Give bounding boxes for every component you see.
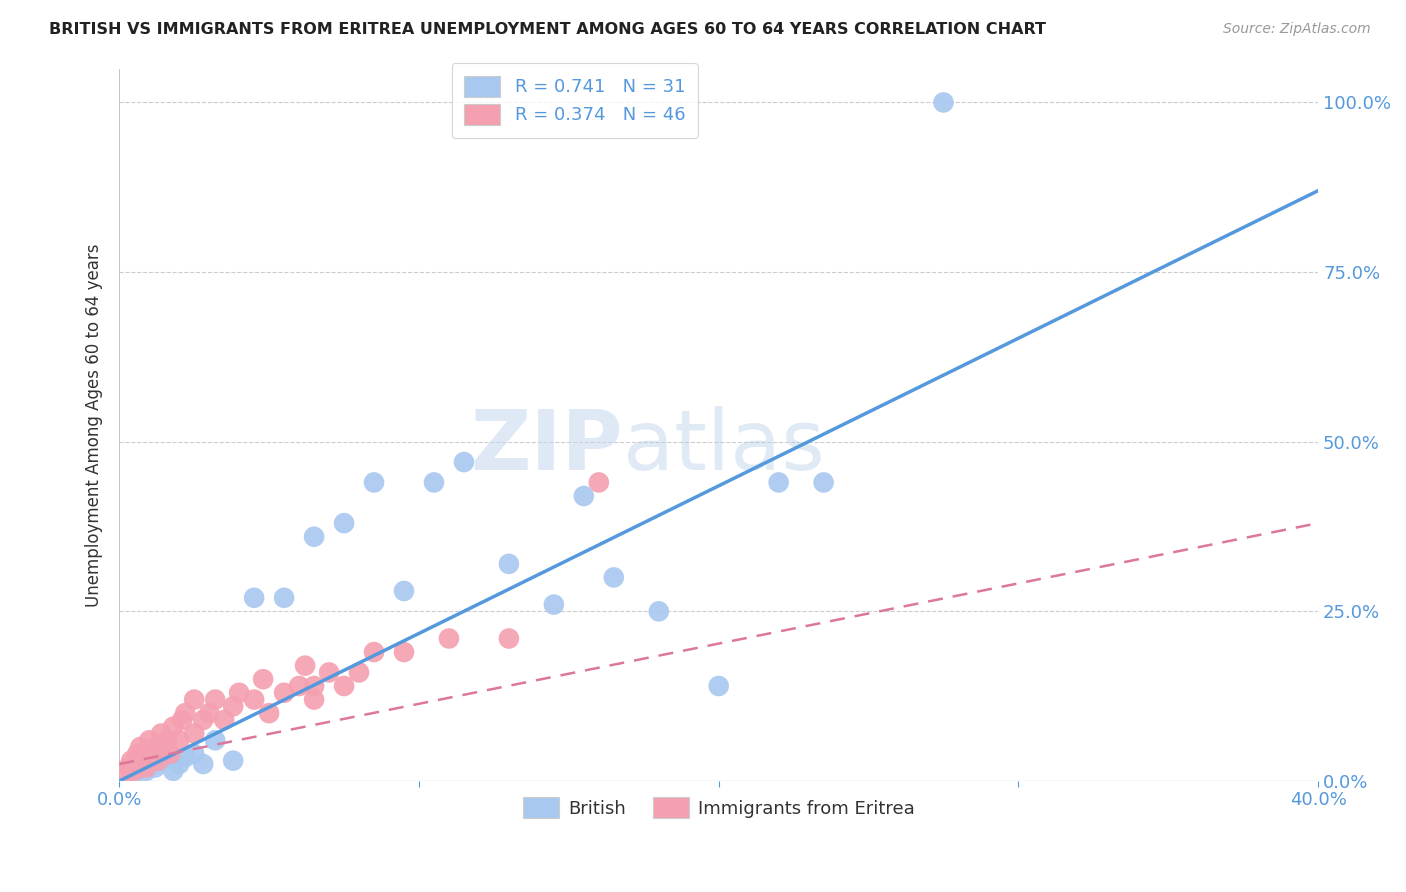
Point — [174, 706, 197, 720]
Point — [122, 764, 145, 778]
Point — [257, 706, 280, 720]
Point — [204, 733, 226, 747]
Point — [294, 658, 316, 673]
Point — [143, 760, 166, 774]
Point — [204, 692, 226, 706]
Point — [156, 733, 179, 747]
Point — [174, 750, 197, 764]
Point — [198, 706, 221, 720]
Point — [143, 740, 166, 755]
Point — [347, 665, 370, 680]
Point — [167, 733, 190, 747]
Point — [135, 760, 157, 774]
Point — [648, 604, 671, 618]
Point — [333, 679, 356, 693]
Point — [243, 591, 266, 605]
Point — [603, 570, 626, 584]
Point — [150, 726, 173, 740]
Point — [302, 530, 325, 544]
Point — [222, 754, 245, 768]
Text: atlas: atlas — [623, 406, 824, 487]
Point — [252, 672, 274, 686]
Point — [114, 767, 136, 781]
Y-axis label: Unemployment Among Ages 60 to 64 years: Unemployment Among Ages 60 to 64 years — [86, 243, 103, 607]
Point — [363, 475, 385, 490]
Point — [243, 692, 266, 706]
Point — [129, 740, 152, 755]
Point — [273, 591, 295, 605]
Point — [150, 754, 173, 768]
Point — [302, 679, 325, 693]
Point — [222, 699, 245, 714]
Point — [127, 747, 149, 761]
Point — [193, 757, 215, 772]
Point — [453, 455, 475, 469]
Point — [120, 754, 142, 768]
Point — [392, 584, 415, 599]
Point — [437, 632, 460, 646]
Point — [333, 516, 356, 530]
Text: ZIP: ZIP — [470, 406, 623, 487]
Point — [148, 754, 170, 768]
Point — [707, 679, 730, 693]
Point — [392, 645, 415, 659]
Point — [813, 475, 835, 490]
Point — [498, 557, 520, 571]
Point — [318, 665, 340, 680]
Point — [122, 767, 145, 781]
Point — [498, 632, 520, 646]
Point — [141, 747, 163, 761]
Text: Source: ZipAtlas.com: Source: ZipAtlas.com — [1223, 22, 1371, 37]
Point — [228, 686, 250, 700]
Point — [138, 757, 160, 772]
Point — [212, 713, 235, 727]
Point — [138, 733, 160, 747]
Point — [588, 475, 610, 490]
Text: BRITISH VS IMMIGRANTS FROM ERITREA UNEMPLOYMENT AMONG AGES 60 TO 64 YEARS CORREL: BRITISH VS IMMIGRANTS FROM ERITREA UNEMP… — [49, 22, 1046, 37]
Point — [423, 475, 446, 490]
Point — [162, 764, 184, 778]
Point — [172, 713, 194, 727]
Point — [153, 740, 176, 755]
Point — [127, 757, 149, 772]
Point — [129, 754, 152, 768]
Point — [572, 489, 595, 503]
Point — [363, 645, 385, 659]
Point — [129, 760, 152, 774]
Point — [302, 692, 325, 706]
Point — [288, 679, 311, 693]
Point — [117, 760, 139, 774]
Point — [167, 757, 190, 772]
Point — [183, 692, 205, 706]
Point — [156, 747, 179, 761]
Legend: British, Immigrants from Eritrea: British, Immigrants from Eritrea — [516, 790, 922, 825]
Point — [135, 764, 157, 778]
Point — [162, 720, 184, 734]
Point — [543, 598, 565, 612]
Point — [273, 686, 295, 700]
Point — [183, 747, 205, 761]
Point — [159, 747, 181, 761]
Point — [183, 726, 205, 740]
Point — [193, 713, 215, 727]
Point — [768, 475, 790, 490]
Point — [132, 747, 155, 761]
Point — [932, 95, 955, 110]
